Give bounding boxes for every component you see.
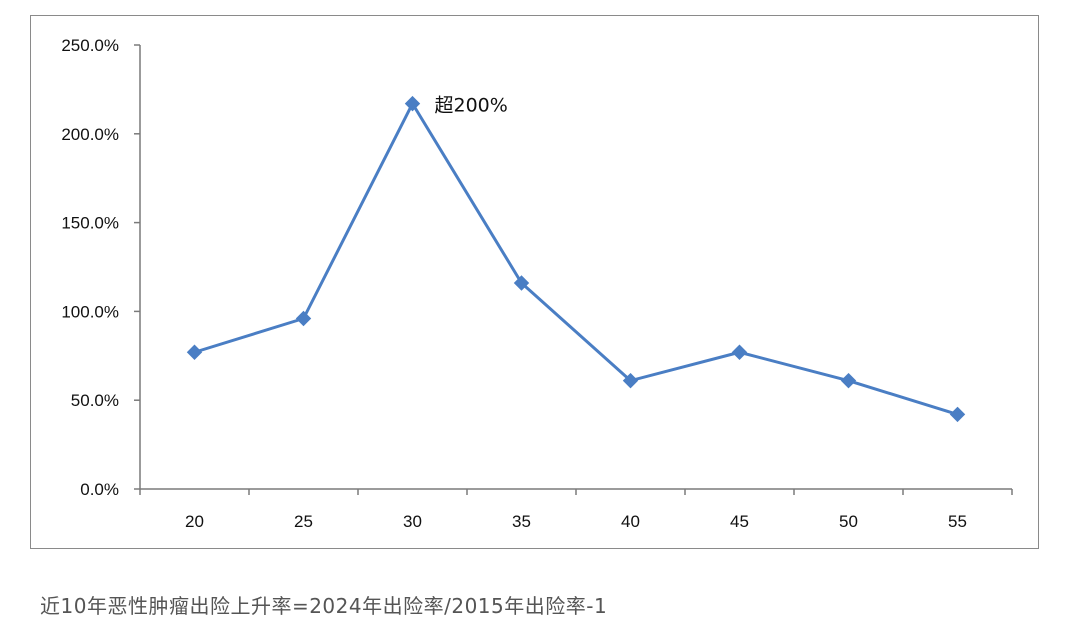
data-point-marker (513, 275, 530, 291)
x-tick-label: 45 (730, 512, 749, 531)
series-line (194, 102, 958, 416)
y-tick-label: 200.0% (61, 125, 119, 144)
data-point-marker (186, 344, 203, 360)
y-tick-label: 50.0% (71, 391, 119, 410)
x-tick-label: 20 (185, 512, 204, 531)
y-tick-label: 250.0% (61, 36, 119, 55)
x-tick-label: 30 (403, 512, 422, 531)
x-tick-label: 40 (621, 512, 640, 531)
chart-caption: 近10年恶性肿瘤出险上升率=2024年出险率/2015年出险率-1 (40, 594, 608, 618)
y-tick-label: 100.0% (61, 302, 119, 321)
data-point-marker (731, 344, 748, 360)
data-point-marker (404, 95, 421, 112)
chart-frame (30, 15, 1039, 549)
data-point-marker (295, 310, 312, 327)
data-point-marker (949, 406, 966, 423)
x-tick-label: 50 (839, 512, 858, 531)
data-annotation: 超200% (435, 95, 508, 117)
data-point-marker (840, 372, 857, 389)
y-tick-label: 0.0% (80, 480, 119, 499)
x-tick-label: 35 (512, 512, 531, 531)
y-tick-label: 150.0% (61, 214, 119, 233)
data-point-marker (622, 372, 639, 389)
x-tick-label: 25 (294, 512, 313, 531)
x-tick-label: 55 (948, 512, 967, 531)
